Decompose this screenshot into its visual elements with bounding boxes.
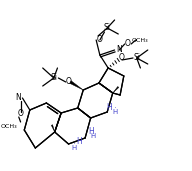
Polygon shape — [113, 87, 119, 93]
Text: H: H — [88, 127, 94, 135]
Text: O: O — [18, 109, 24, 119]
Text: H: H — [77, 137, 82, 147]
Text: O: O — [125, 40, 130, 49]
Text: N: N — [15, 94, 21, 102]
Text: Si: Si — [104, 23, 111, 32]
Text: Ḣ: Ḣ — [113, 109, 118, 115]
Text: Si: Si — [50, 74, 57, 82]
Text: H: H — [91, 133, 96, 139]
Text: OCH₃: OCH₃ — [0, 124, 17, 129]
Polygon shape — [70, 81, 83, 90]
Text: N: N — [116, 45, 122, 55]
Text: Ḣ: Ḣ — [71, 144, 77, 152]
Text: H: H — [106, 103, 112, 113]
Text: O: O — [118, 54, 124, 62]
Text: OCH₃: OCH₃ — [132, 37, 149, 43]
Text: Si: Si — [133, 54, 140, 62]
Polygon shape — [51, 125, 55, 132]
Text: O: O — [66, 77, 71, 87]
Text: O: O — [97, 36, 103, 44]
